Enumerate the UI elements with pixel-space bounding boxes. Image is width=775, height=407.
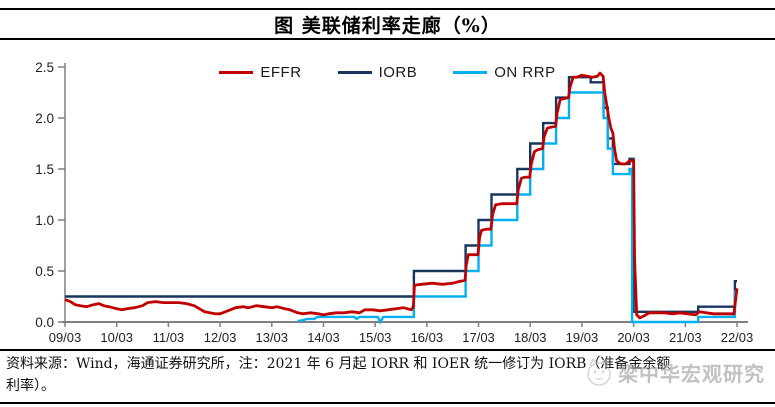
page-title: 图 美联储利率走廊（%） <box>274 15 501 37</box>
footer-divider <box>0 349 775 351</box>
x-tick-label: 22/03 <box>721 330 754 345</box>
bottom-divider <box>0 402 775 404</box>
x-tick-label: 15/03 <box>359 330 392 345</box>
legend-item-onrrp: ON RRP <box>453 64 555 81</box>
x-tick-label: 10/03 <box>100 330 133 345</box>
x-tick-label: 09/03 <box>49 330 82 345</box>
x-tick-label: 14/03 <box>307 330 340 345</box>
x-tick-label: 13/03 <box>255 330 288 345</box>
legend-item-iorb: IORB <box>337 64 418 81</box>
y-tick-label: 0.0 <box>35 315 54 330</box>
rate-corridor-chart: 0.0 0.5 1.0 1.5 2.0 2.5 09/03 10/03 11/03 12/03 13… <box>35 60 754 345</box>
x-tick-label: 21/03 <box>669 330 702 345</box>
legend-item-effr: EFFR <box>219 64 301 81</box>
y-tick-label: 2.5 <box>35 60 54 75</box>
x-tick-label: 12/03 <box>204 330 237 345</box>
legend-label-onrrp: ON RRP <box>494 64 556 81</box>
legend-label-iorb: IORB <box>378 64 418 81</box>
chart-legend: EFFR IORB ON RRP <box>0 64 775 81</box>
source-note-line2: 利率）。 <box>6 378 55 395</box>
y-tick-label: 1.0 <box>35 213 54 228</box>
title-divider <box>0 38 775 40</box>
legend-swatch-onrrp <box>453 71 488 74</box>
top-divider <box>0 8 775 10</box>
legend-swatch-iorb <box>337 71 372 74</box>
source-note: 资料来源：Wind，海通证券研究所，注：2021 年 6 月起 IORR 和 I… <box>6 353 771 398</box>
x-tick-label: 17/03 <box>462 330 495 345</box>
y-tick-label: 1.5 <box>35 162 54 177</box>
x-tick-label: 20/03 <box>617 330 650 345</box>
legend-label-effr: EFFR <box>260 64 302 81</box>
x-tick-label: 19/03 <box>566 330 599 345</box>
x-tick-label: 16/03 <box>411 330 444 345</box>
chart-area: 0.0 0.5 1.0 1.5 2.0 2.5 09/03 10/03 11/03 12/03 13… <box>0 40 775 348</box>
legend-swatch-effr <box>219 71 254 74</box>
y-tick-label: 0.5 <box>35 264 54 279</box>
source-note-line1: 资料来源：Wind，海通证券研究所，注：2021 年 6 月起 IORR 和 I… <box>6 356 671 372</box>
series-line-onrrp <box>297 91 737 325</box>
x-tick-label: 11/03 <box>153 330 185 345</box>
y-tick-label: 2.0 <box>35 111 54 126</box>
x-tick-label: 18/03 <box>514 330 547 345</box>
series-line-effr <box>64 71 739 320</box>
